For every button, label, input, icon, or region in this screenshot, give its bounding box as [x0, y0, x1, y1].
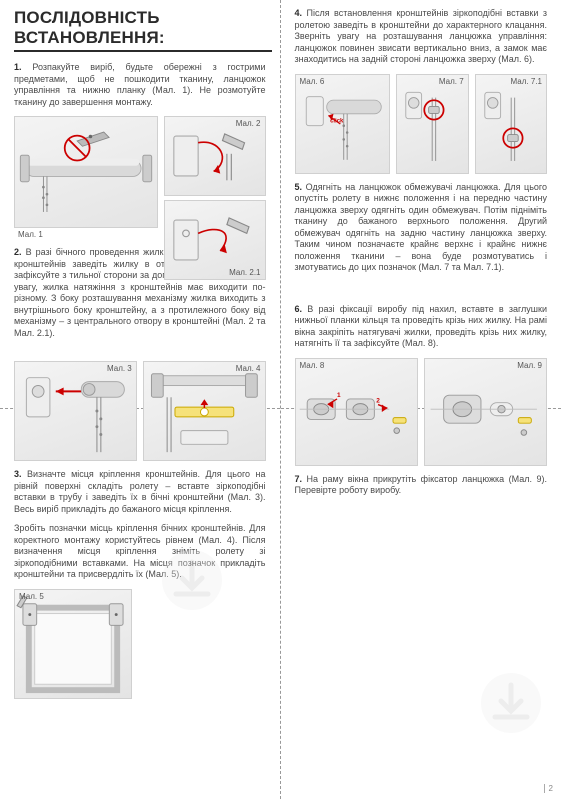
- step-6-text: 6. В разі фіксації виробу під нахил, вст…: [295, 304, 548, 350]
- step-3b-text: Зробіть позначки місць кріплення бічних …: [14, 523, 266, 581]
- figure-71: Мал. 7.1: [475, 74, 547, 174]
- step-5-text: 5. Одягніть на ланцюжок обмежувачі ланцю…: [295, 182, 548, 274]
- figure-4: Мал. 4: [143, 361, 266, 461]
- figure-2-group: Мал. 2 Мал. 2.1: [164, 116, 265, 228]
- step-3-number: 3.: [14, 469, 22, 479]
- step-6-number: 6.: [295, 304, 303, 314]
- step-7-text: 7. На раму вікна прикрутіть фіксатор лан…: [295, 474, 548, 497]
- svg-text:2: 2: [376, 397, 380, 404]
- figure-4-label: Мал. 4: [236, 364, 261, 373]
- watermark-icon: [160, 548, 224, 612]
- figure-71-label: Мал. 7.1: [511, 77, 542, 86]
- figure-7-label: Мал. 7: [439, 77, 464, 86]
- figure-21-label: Мал. 2.1: [229, 268, 260, 277]
- figure-5-label: Мал. 5: [19, 592, 44, 601]
- svg-text:1: 1: [337, 392, 341, 399]
- figure-9: Мал. 9: [424, 358, 547, 466]
- page-number: 2: [544, 784, 553, 793]
- figure-8-label: Мал. 8: [300, 361, 325, 370]
- figure-1: [14, 116, 158, 228]
- figure-3-label: Мал. 3: [107, 364, 132, 373]
- step-7-number: 7.: [295, 474, 303, 484]
- figure-2-label: Мал. 2: [236, 119, 261, 128]
- step-4-text: 4. Після встановлення кронштейнів зіркоп…: [295, 8, 548, 66]
- step-1-text: 1. Розпакуйте виріб, будьте обережні з г…: [14, 62, 266, 108]
- step-1-number: 1.: [14, 62, 22, 72]
- watermark-icon: [479, 671, 543, 735]
- page-title: ПОСЛІДОВНІСТЬ ВСТАНОВЛЕННЯ:: [14, 8, 266, 48]
- figure-8: Мал. 8 1 2: [295, 358, 418, 466]
- figure-6-label: Мал. 6: [300, 77, 325, 86]
- step-4-number: 4.: [295, 8, 303, 18]
- figure-3: Мал. 3: [14, 361, 137, 461]
- step-2-number: 2.: [14, 247, 22, 257]
- figure-9-label: Мал. 9: [517, 361, 542, 370]
- figure-6: Мал. 6 click: [295, 74, 391, 174]
- step-3-text: 3. Визначте місця кріплення кронштейнів.…: [14, 469, 266, 515]
- title-underline: [14, 50, 272, 52]
- figure-5: Мал. 5: [14, 589, 132, 699]
- step-5-number: 5.: [295, 182, 303, 192]
- figure-7: Мал. 7: [396, 74, 468, 174]
